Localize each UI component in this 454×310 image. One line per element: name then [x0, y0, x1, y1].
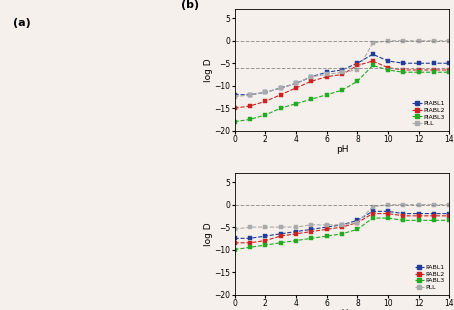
X-axis label: pH: pH	[336, 145, 348, 154]
Y-axis label: log D: log D	[204, 222, 213, 246]
Legend: PIABL1, PIABL2, PIABL3, PLL: PIABL1, PIABL2, PIABL3, PLL	[411, 100, 446, 127]
Y-axis label: log D: log D	[204, 58, 213, 82]
Legend: PABL1, PABL2, PABL3, PLL: PABL1, PABL2, PABL3, PLL	[413, 264, 446, 291]
Text: (a): (a)	[13, 18, 31, 28]
X-axis label: pH: pH	[336, 309, 348, 310]
Text: (b): (b)	[181, 0, 199, 10]
